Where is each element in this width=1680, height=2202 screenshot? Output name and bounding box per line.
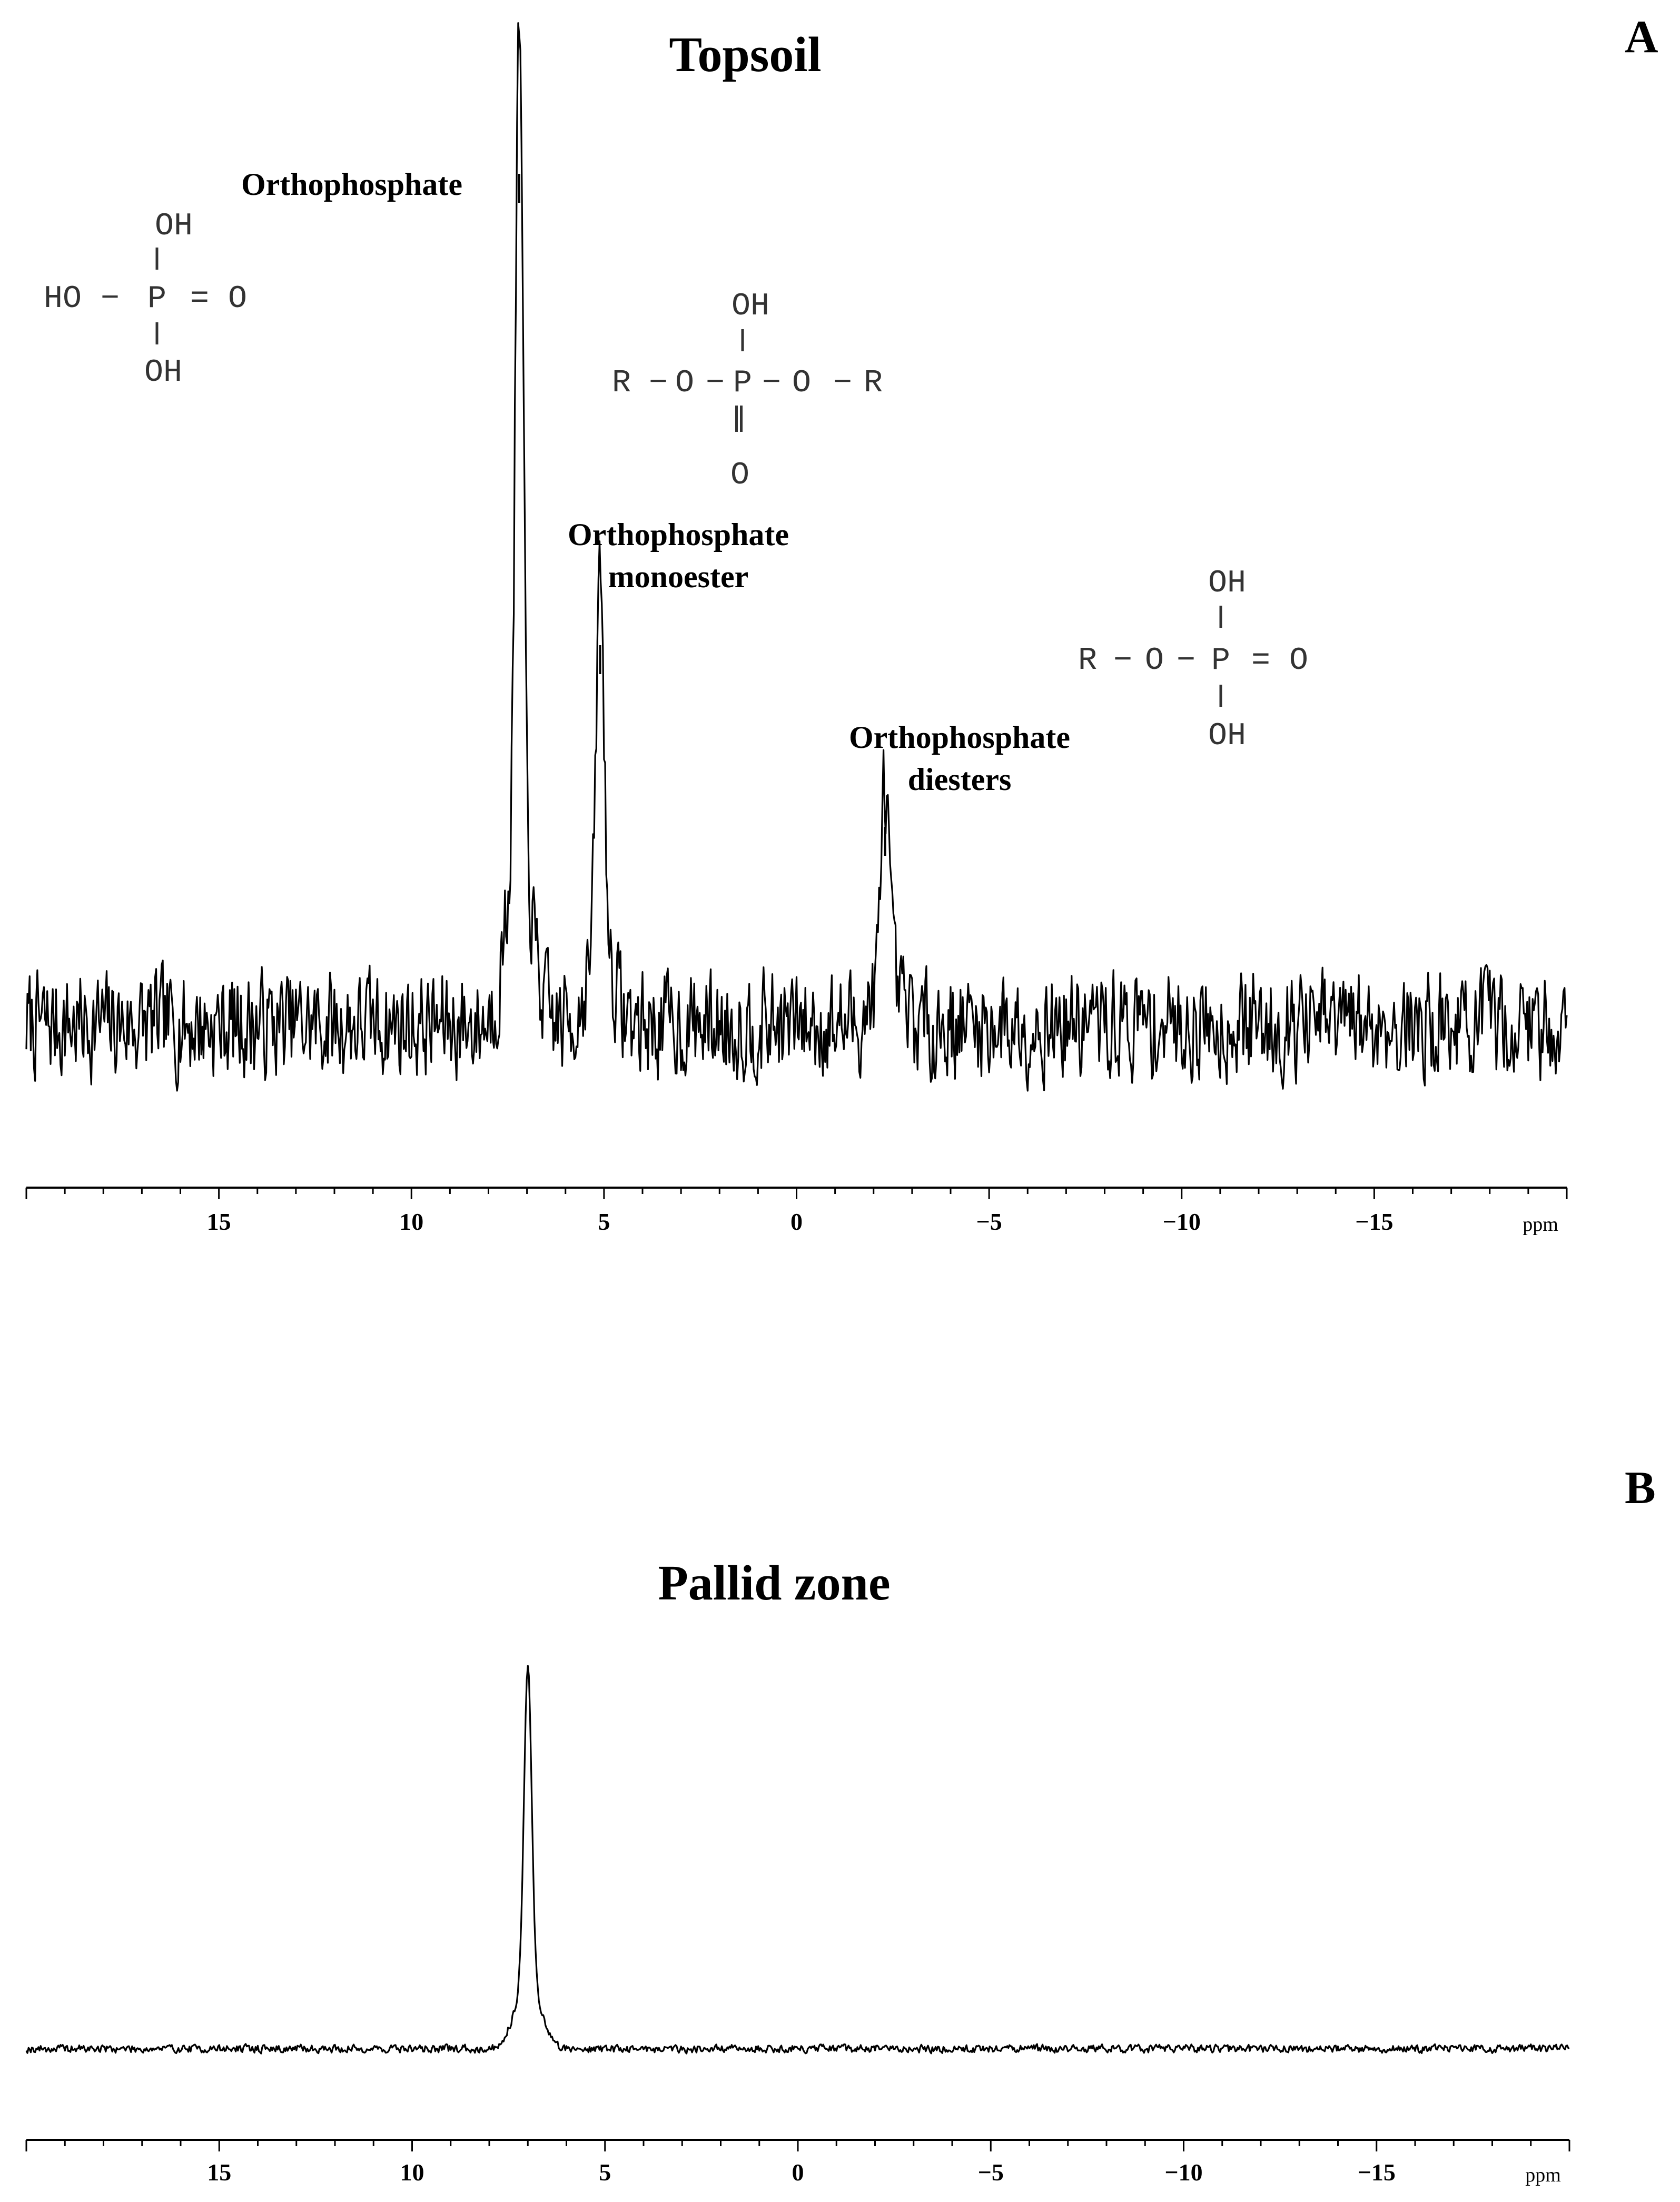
struct1-bond-bottom [155, 322, 159, 344]
tick-label-b: 0 [792, 2159, 804, 2186]
struct3-left-r: R [1078, 643, 1098, 679]
struct3-bond-top [1219, 606, 1222, 628]
struct1-bottom-oh: OH [144, 355, 183, 391]
struct3-dash-1: − [1113, 643, 1133, 679]
struct2-dash-2: − [705, 366, 725, 401]
tick-label-b: 15 [207, 2159, 231, 2186]
spectrum-trace-a [25, 22, 1568, 1092]
struct2-o-left: O [675, 366, 695, 401]
struct2-top-oh: OH [731, 289, 770, 324]
peak-label-monoester-line2: monoester [608, 559, 749, 594]
struct3-dash-2: − [1176, 643, 1196, 679]
tick-label-a: −5 [976, 1208, 1002, 1235]
x-axis-unit-b: ppm [1525, 2164, 1561, 2186]
x-axis-unit-a: ppm [1523, 1213, 1558, 1236]
panel-title-topsoil: Topsoil [669, 27, 822, 82]
struct3-right-o: = O [1251, 643, 1309, 679]
struct3-o-left: O [1144, 643, 1164, 679]
struct2-bottom-o: O [730, 458, 750, 493]
tick-label-a: −10 [1163, 1208, 1201, 1235]
tick-label-a: 15 [207, 1208, 231, 1235]
struct1-top-oh: OH [154, 209, 193, 244]
peak-label-diesters-line1: Orthophosphate [848, 720, 1071, 755]
tick-label-a: 10 [399, 1208, 423, 1235]
struct1-right-o: = O [190, 281, 248, 317]
panel-letter-b: B [1625, 1463, 1656, 1514]
struct1-left-ho: HO − [43, 281, 120, 317]
struct2-right-r: R [863, 366, 883, 401]
struct2-bond-top [741, 329, 744, 351]
tick-label-b: −10 [1164, 2159, 1202, 2186]
struct3-top-oh: OH [1208, 566, 1247, 601]
tick-label-b: 5 [599, 2159, 611, 2186]
tick-label-a: 0 [790, 1208, 803, 1235]
spectrum-trace-b [25, 1665, 1570, 2055]
struct2-dash-1: − [648, 366, 668, 401]
struct2-dash-4: − [833, 366, 853, 401]
struct1-center-p: P [147, 281, 167, 317]
peak-label-orthophosphate: Orthophosphate [241, 167, 463, 202]
struct2-left-r: R [611, 366, 631, 401]
peak-label-diesters-line2: diesters [907, 762, 1012, 797]
tick-label-a: −15 [1355, 1208, 1393, 1235]
peak-label-monoester-line1: Orthophosphate [567, 517, 789, 552]
tick-label-b: 10 [400, 2159, 424, 2186]
tick-label-b: −15 [1358, 2159, 1396, 2186]
struct3-bottom-oh: OH [1208, 718, 1247, 754]
panel-title-pallid-zone: Pallid zone [658, 1556, 891, 1611]
struct2-double-bond [735, 406, 743, 432]
tick-label-a: 5 [598, 1208, 610, 1235]
struct2-center-p: P [733, 366, 753, 401]
struct2-dash-3: − [762, 366, 782, 401]
peak-label-monoester: Orthophosphate monoester [568, 514, 789, 598]
tick-label-b: −5 [978, 2159, 1004, 2186]
struct3-center-p: P [1211, 643, 1231, 679]
peak-label-diesters: Orthophosphate diesters [849, 716, 1070, 801]
struct3-bond-bottom [1219, 685, 1222, 707]
struct2-o-right: O [792, 366, 812, 401]
panel-letter-a: A [1625, 12, 1658, 63]
struct1-bond-top [155, 248, 159, 270]
